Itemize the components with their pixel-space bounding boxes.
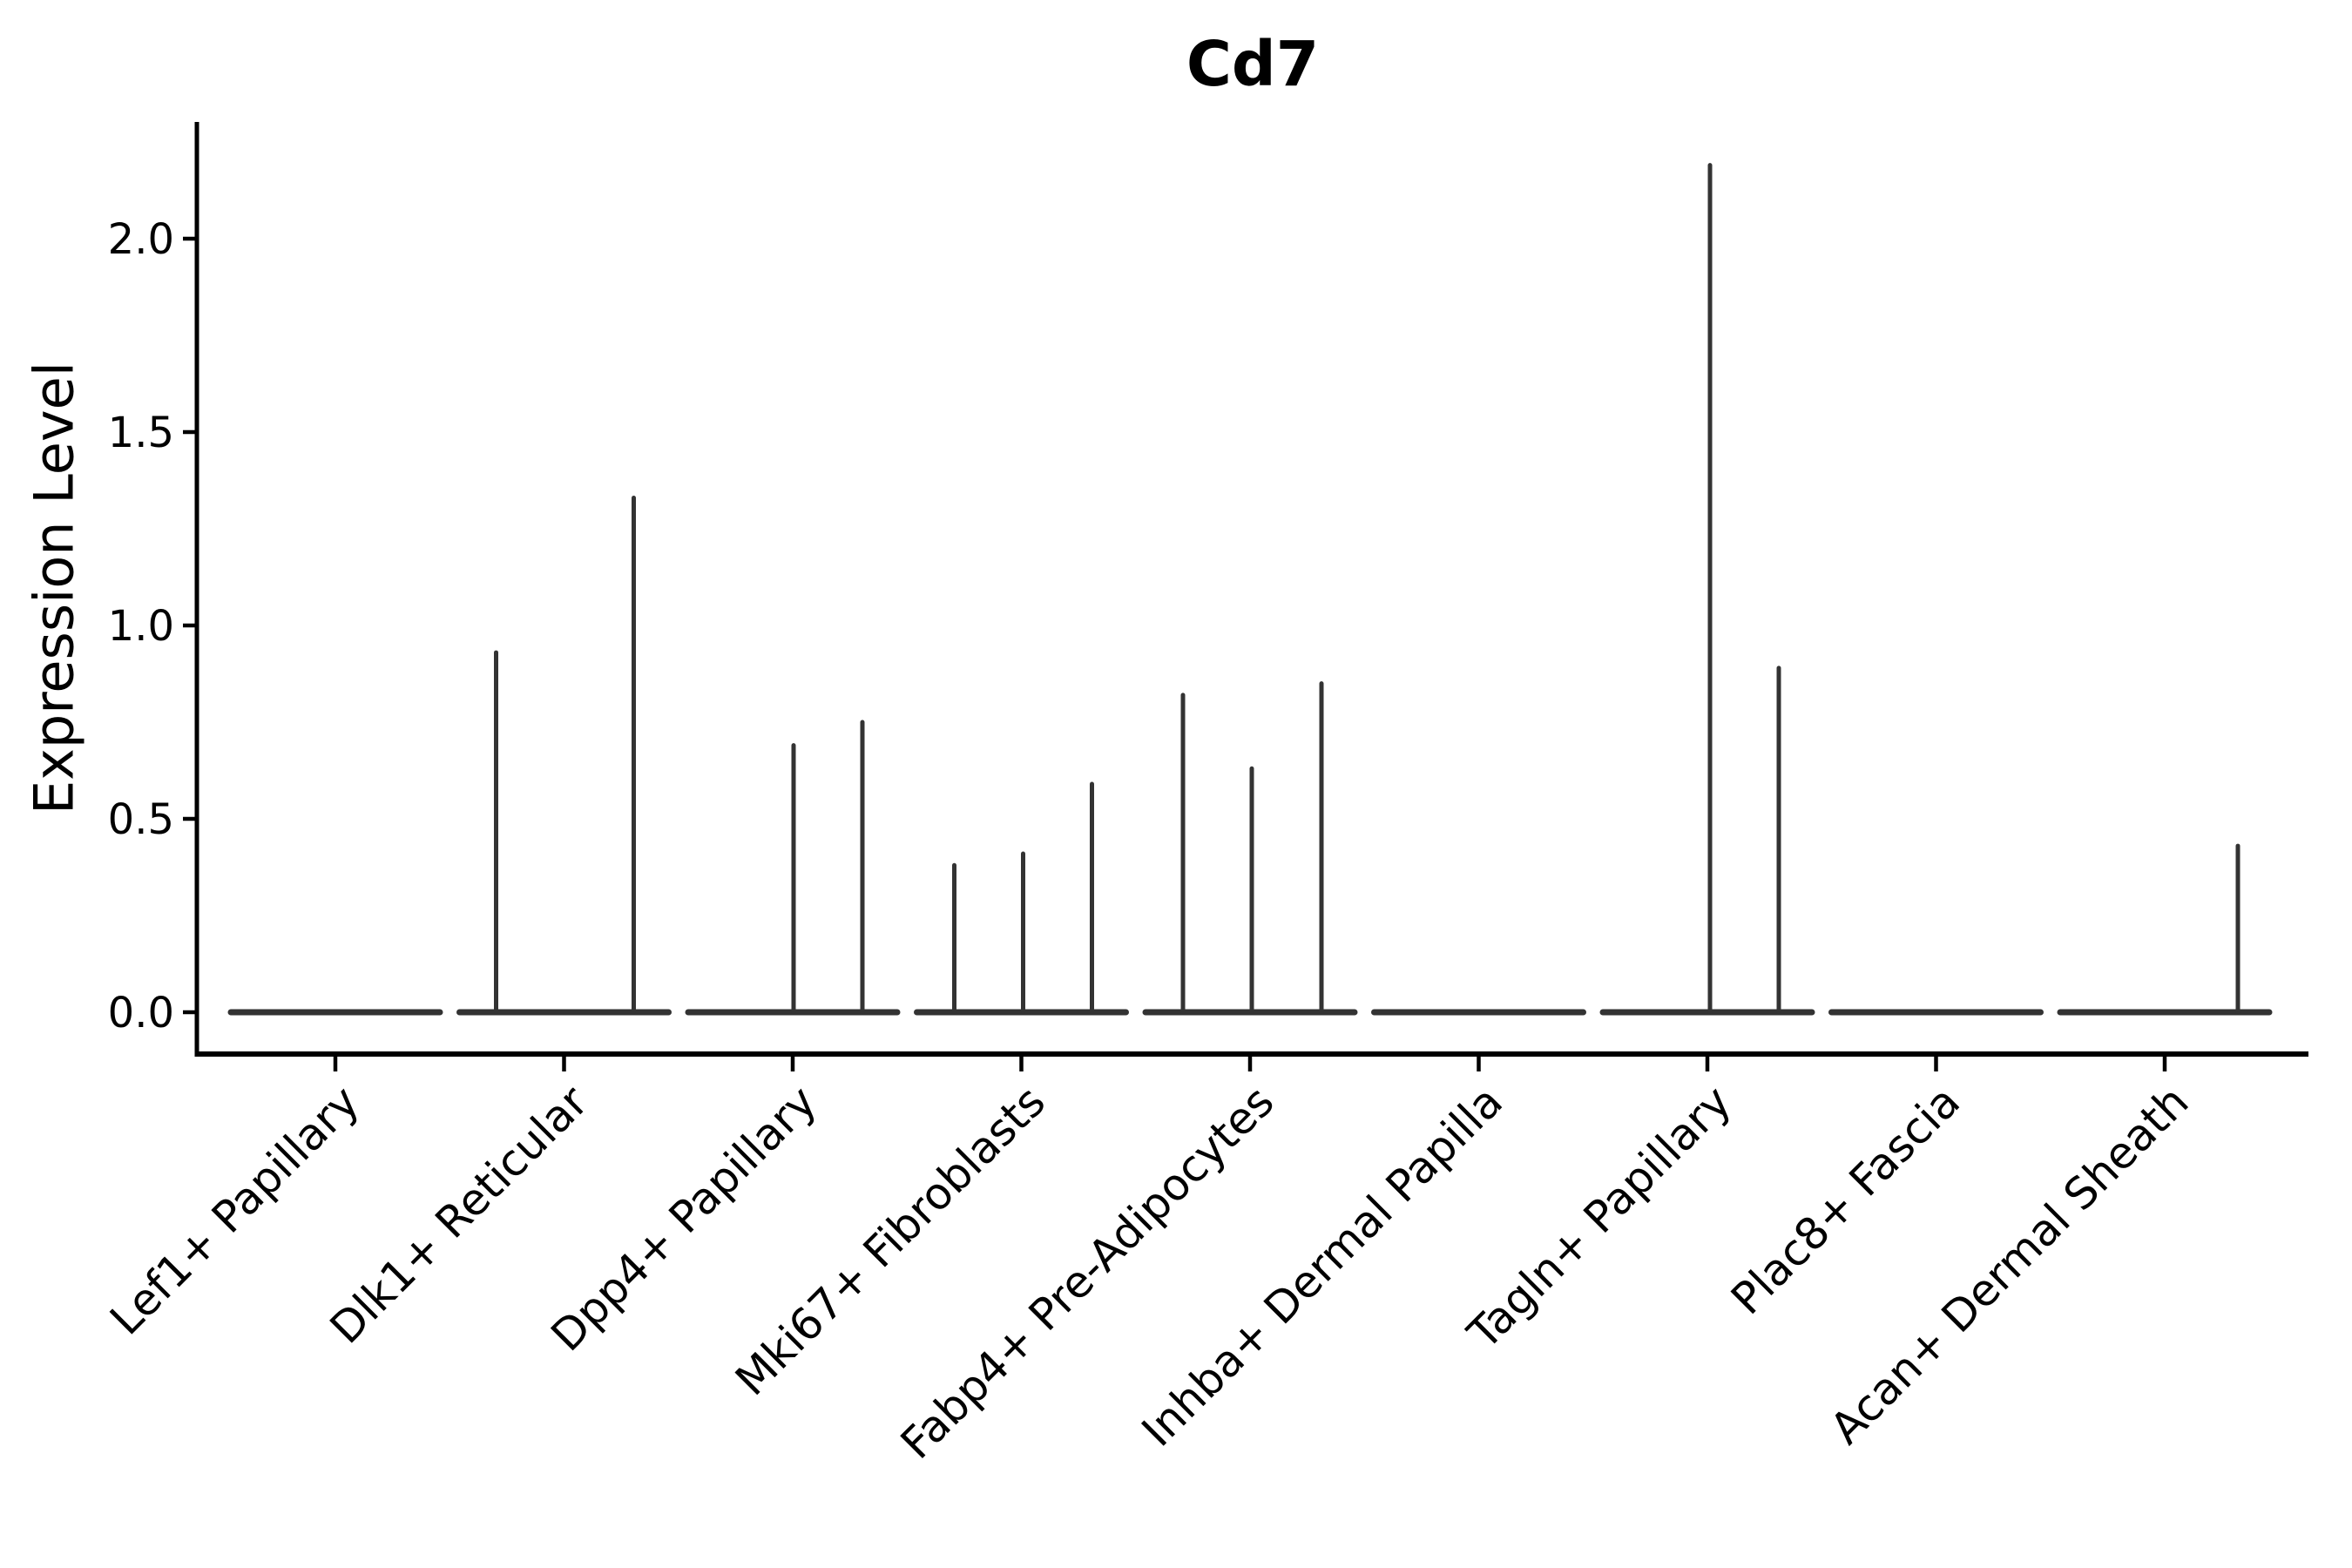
y-tick-label: 1.5 (108, 409, 174, 457)
chart-title: Cd7 (1186, 28, 1320, 100)
x-category-label: Fabp4+ Pre-Adipocytes (891, 1076, 1284, 1469)
y-tick-label: 2.0 (108, 215, 174, 264)
y-tick-label: 1.0 (108, 602, 174, 651)
y-tick-label: 0.0 (108, 989, 174, 1037)
x-category-label: Plac8+ Fascia (1721, 1076, 1970, 1324)
x-category-label: Lef1+ Papillary (100, 1076, 368, 1344)
y-tick-label: 0.5 (108, 795, 174, 844)
x-category-label: Inhba+ Dermal Papilla (1132, 1076, 1512, 1456)
